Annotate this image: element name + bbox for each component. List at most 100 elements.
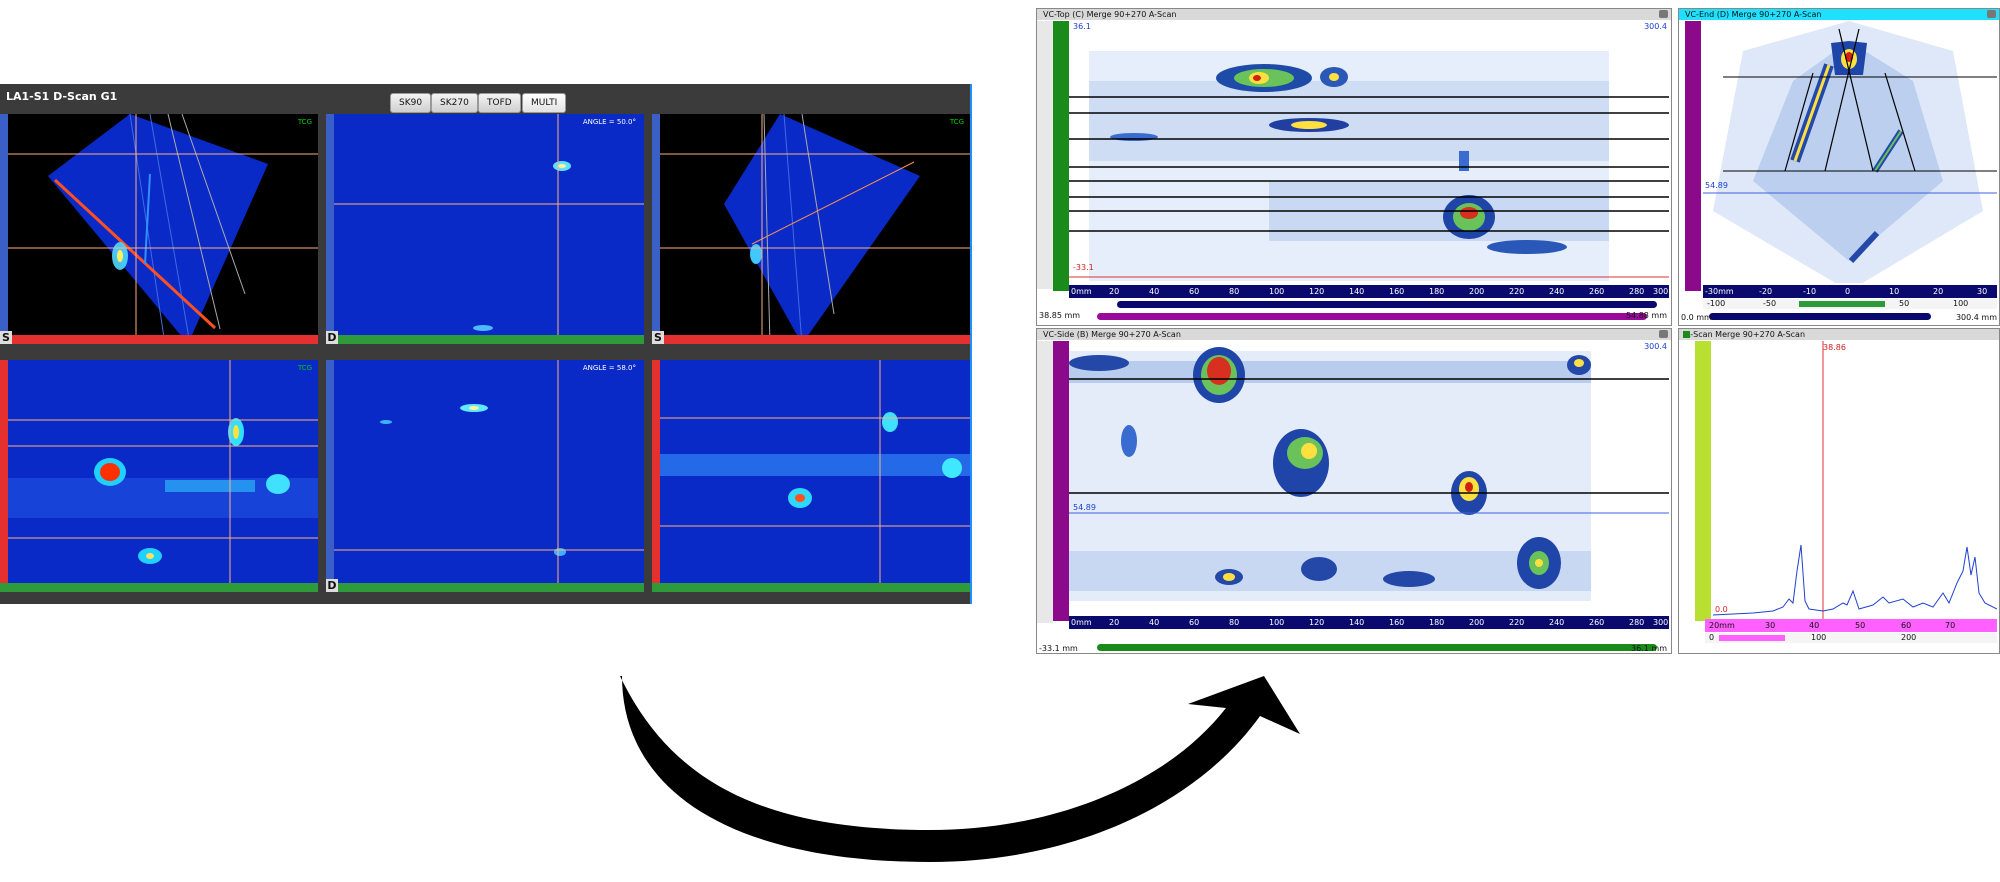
ruler-tick: 30 xyxy=(1765,621,1776,630)
angle-label: ANGLE = 50.0° xyxy=(582,118,636,126)
index-scrollbar[interactable] xyxy=(1709,313,1931,320)
index-ruler[interactable]: -100 -50 50 100 xyxy=(1703,299,1997,309)
cursor-value: 38.86 xyxy=(1823,343,1846,352)
bscan-middle-bottom[interactable]: D ANGLE = 58.0° xyxy=(326,360,644,592)
horizontal-ruler[interactable]: 0mm 20 40 60 80 100 120 140 160 180 200 … xyxy=(1069,285,1669,298)
ruler-tick: 60 xyxy=(1189,618,1200,627)
tcg-label: TCG xyxy=(297,118,312,126)
ruler-tick: 60 xyxy=(1901,621,1912,630)
tab-sk90[interactable]: SK90 xyxy=(390,93,432,113)
index-ruler[interactable] xyxy=(652,335,970,344)
cursor-value: 54.89 xyxy=(1073,503,1096,512)
depth-ruler[interactable] xyxy=(326,360,334,592)
cursor-value: 54.89 xyxy=(1705,181,1728,190)
scan-ruler[interactable] xyxy=(326,335,644,344)
depth-ruler[interactable] xyxy=(1053,341,1069,621)
ruler-tick: 300 xyxy=(1653,287,1669,296)
ruler-tick: 20 xyxy=(1109,287,1120,296)
scan-ruler[interactable] xyxy=(326,583,644,592)
horizontal-ruler[interactable]: 20mm 30 40 50 60 70 xyxy=(1705,619,1997,632)
ruler-tick: 60 xyxy=(1189,287,1200,296)
scan-scrollbar[interactable] xyxy=(1117,301,1657,308)
ruler-tick: 100 xyxy=(1811,633,1827,642)
vc-top-title: VC-Top (C) Merge 90+270 A-Scan xyxy=(1037,9,1671,20)
cscan-left[interactable]: TCG xyxy=(0,360,318,592)
scan-ruler[interactable] xyxy=(652,583,970,592)
index-scrollbar[interactable] xyxy=(1097,313,1647,320)
tab-multi[interactable]: MULTI xyxy=(522,93,567,113)
bscan-middle-top-image xyxy=(334,114,644,335)
ruler-tick: 30 xyxy=(1977,287,1988,296)
ruler-tick: 70 xyxy=(1945,621,1956,630)
ruler-tick: 20 xyxy=(1109,618,1120,627)
cscan-right[interactable] xyxy=(652,360,970,592)
bscan-middle-top[interactable]: D ANGLE = 50.0° xyxy=(326,114,644,344)
ruler-tick: 180 xyxy=(1429,287,1445,296)
panel-letter-d: D xyxy=(326,579,338,592)
vc-end-title: VC-End (D) Merge 90+270 A-Scan xyxy=(1679,9,1999,20)
depth-ruler[interactable] xyxy=(652,114,660,344)
tab-sk270[interactable]: SK270 xyxy=(431,93,478,113)
ruler-tick: 0 xyxy=(1709,633,1715,642)
range-left: -33.1 mm xyxy=(1039,644,1078,653)
tcg-label: TCG xyxy=(297,364,312,372)
ruler-tick: 200 xyxy=(1469,287,1485,296)
range-right: 54.88 mm xyxy=(1625,311,1667,320)
sector-scan-right-image xyxy=(652,114,970,344)
ruler-tick: 180 xyxy=(1429,618,1445,627)
gate-a[interactable] xyxy=(1719,635,1785,641)
side-ruler xyxy=(1037,341,1053,623)
scan-ruler[interactable] xyxy=(0,583,318,592)
vc-top-view[interactable]: VC-Top (C) Merge 90+270 A-Scan 36.1 300.… xyxy=(1036,8,1672,326)
ascan-plot xyxy=(1713,341,1997,619)
amplitude-ruler[interactable] xyxy=(1695,341,1711,621)
ruler-tick: -20 xyxy=(1759,287,1773,296)
range-left: 0.0 mm xyxy=(1681,313,1712,322)
angle-label: ANGLE = 58.0° xyxy=(582,364,636,372)
ruler-tick: 200 xyxy=(1901,633,1917,642)
transition-arrow-icon xyxy=(572,676,1300,862)
scan-scrollbar[interactable] xyxy=(1097,644,1657,651)
vc-end-view[interactable]: VC-End (D) Merge 90+270 A-Scan 54.89 -30… xyxy=(1678,8,2000,326)
gate-ruler[interactable]: 0 100 200 xyxy=(1705,633,1997,643)
ruler-tick: -30mm xyxy=(1705,287,1734,296)
ascan-view[interactable]: A-Scan Merge 90+270 A-Scan 38.86 0.0 20m… xyxy=(1678,328,2000,654)
ruler-tick: 40 xyxy=(1149,287,1160,296)
horizontal-ruler[interactable]: 0mm 20 40 60 80 100 120 140 160 180 200 … xyxy=(1069,616,1669,629)
close-icon[interactable] xyxy=(1659,330,1668,338)
close-icon[interactable] xyxy=(1987,10,1996,18)
ruler-tick: 160 xyxy=(1389,287,1405,296)
ruler-tick: 120 xyxy=(1309,287,1325,296)
sector-scan-left[interactable]: S TCG xyxy=(0,114,318,344)
ruler-tick: 100 xyxy=(1269,287,1285,296)
ruler-tick: 120 xyxy=(1309,618,1325,627)
ascan-indicator-icon xyxy=(1683,331,1690,338)
ruler-tick: 0 xyxy=(1845,287,1851,296)
index-ruler[interactable] xyxy=(652,360,660,592)
depth-ruler[interactable] xyxy=(0,114,8,344)
ruler-tick: 220 xyxy=(1509,618,1525,627)
index-gate[interactable] xyxy=(1799,301,1885,307)
horizontal-ruler[interactable]: -30mm -20 -10 0 10 20 30 xyxy=(1703,285,1997,298)
vc-side-view[interactable]: VC-Side (B) Merge 90+270 A-Scan 300.4 54… xyxy=(1036,328,1672,654)
index-ruler[interactable] xyxy=(0,360,8,592)
depth-ruler[interactable] xyxy=(1685,21,1701,291)
ruler-tick: 240 xyxy=(1549,287,1565,296)
close-icon[interactable] xyxy=(1659,10,1668,18)
ruler-tick: 40 xyxy=(1809,621,1820,630)
tcg-label: TCG xyxy=(949,118,964,126)
depth-ruler[interactable] xyxy=(1053,21,1069,291)
depth-ruler[interactable] xyxy=(326,114,334,344)
ruler-tick: 50 xyxy=(1855,621,1866,630)
tab-tofd[interactable]: TOFD xyxy=(478,93,521,113)
ruler-tick: 50 xyxy=(1899,299,1910,308)
cscan-left-image xyxy=(8,360,318,583)
ruler-tick: 140 xyxy=(1349,287,1365,296)
panel-letter-s: S xyxy=(0,331,12,344)
index-ruler[interactable] xyxy=(0,335,318,344)
vc-side-title: VC-Side (B) Merge 90+270 A-Scan xyxy=(1037,329,1671,340)
ruler-tick: 100 xyxy=(1269,618,1285,627)
ruler-tick: 80 xyxy=(1229,618,1240,627)
panel-letter-d: D xyxy=(326,331,338,344)
sector-scan-right[interactable]: S TCG xyxy=(652,114,970,344)
